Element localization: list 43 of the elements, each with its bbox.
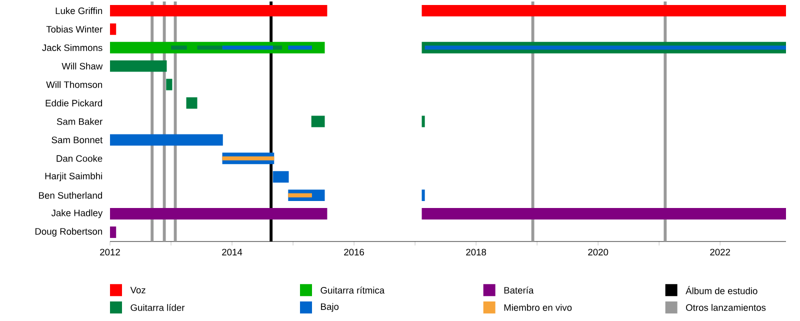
legend-label: Miembro en vivo (504, 304, 572, 311)
bar (311, 116, 325, 127)
y-tick-label: Harjit Saimbhi (45, 172, 102, 181)
bar (110, 4, 328, 16)
bar (272, 170, 289, 182)
bar (166, 78, 172, 90)
bar (110, 208, 328, 220)
bar (288, 193, 312, 198)
y-tick-label: Doug Robertson (35, 228, 102, 236)
legend-label: Guitarra rítmica (320, 286, 385, 294)
y-tick-label: Jack Simmons (42, 44, 102, 51)
legend-label: Batería (504, 286, 534, 294)
y-tick-label: Sam Baker (56, 118, 102, 125)
y-tick-label: Tobias Winter (46, 26, 102, 32)
y-tick-label: Ben Sutherland (39, 192, 102, 199)
x-tick-label: 2014 (222, 248, 242, 256)
y-tick-label: Jake Hadley (51, 209, 103, 218)
x-tick-label: 2020 (588, 248, 608, 256)
x-tick-label: 2022 (710, 248, 730, 256)
bar (422, 208, 786, 220)
x-tick-label: 2018 (466, 248, 486, 256)
legend-label: Álbum de estudio (686, 286, 758, 294)
bar (110, 134, 223, 146)
y-tick-label: Will Thomson (46, 80, 102, 88)
bar (186, 97, 198, 109)
legend-label: Otros lanzamientos (686, 304, 766, 311)
y-tick-label: Luke Griffin (56, 7, 102, 14)
x-tick-label: 2012 (100, 248, 120, 256)
legend-label: Voz (130, 286, 146, 294)
x-tick-label: 2016 (344, 248, 364, 256)
bar (424, 45, 786, 50)
y-tick-label: Dan Cooke (56, 154, 102, 162)
y-tick-label: Will Shaw (62, 62, 103, 70)
legend-label: Bajo (321, 302, 339, 312)
bar (222, 156, 274, 160)
y-tick-label: Sam Bonnet (52, 136, 103, 143)
bar (110, 60, 167, 72)
bar (272, 45, 282, 50)
bar (422, 4, 786, 16)
y-tick-label: Eddie Pickard (46, 99, 102, 106)
bar (110, 226, 116, 238)
bar (110, 23, 116, 35)
legend-label: Guitarra líder (130, 304, 185, 311)
